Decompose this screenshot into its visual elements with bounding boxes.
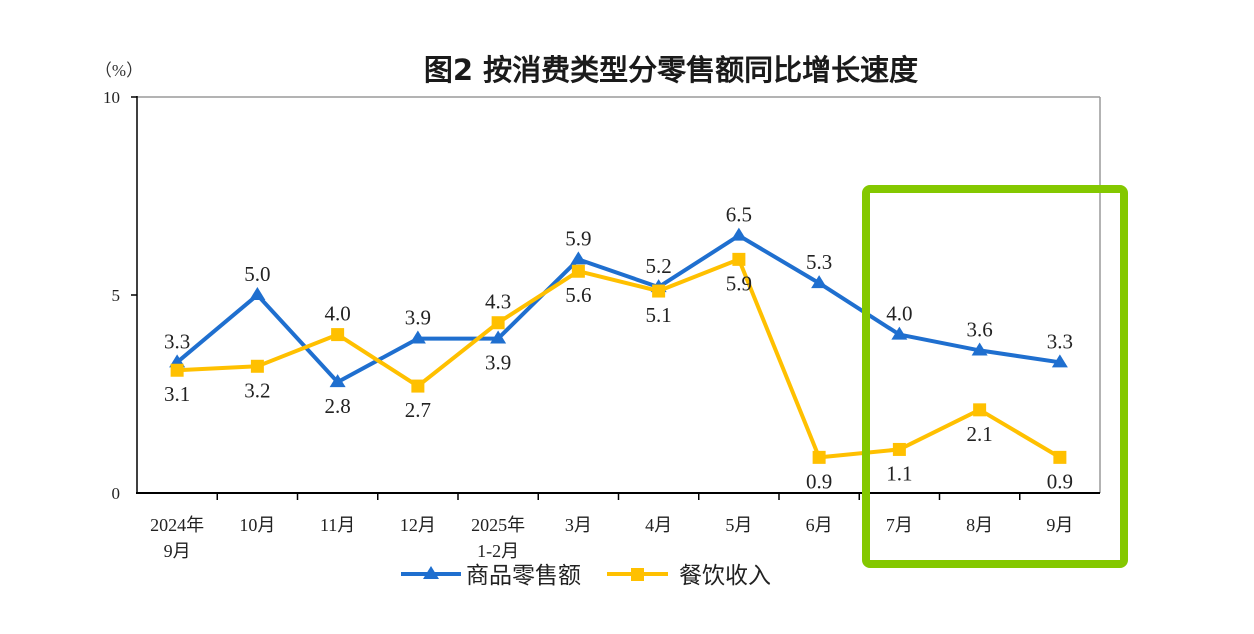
x-axis-ticks bbox=[216, 493, 1021, 500]
x-tick-label: 11月 bbox=[320, 515, 355, 535]
data-label: 3.3 bbox=[164, 329, 190, 353]
data-label: 3.6 bbox=[967, 317, 993, 341]
series-lines bbox=[169, 227, 1068, 464]
data-point-triangle bbox=[329, 374, 346, 388]
plot-frame bbox=[136, 96, 1101, 494]
y-tick-label: 5 bbox=[112, 286, 121, 305]
series-line bbox=[177, 257, 1061, 460]
data-label: 2.1 bbox=[967, 422, 993, 446]
data-point-square bbox=[892, 442, 906, 456]
data-point-square bbox=[732, 252, 746, 266]
y-axis-ticks: 0 5 10 bbox=[103, 88, 137, 503]
x-tick-label: 2025年 1-2月 bbox=[471, 515, 525, 561]
y-tick-label: 10 bbox=[103, 88, 120, 107]
y-axis-unit: （%） bbox=[95, 61, 143, 80]
data-point-triangle bbox=[730, 227, 747, 241]
x-tick-label: 8月 bbox=[966, 515, 993, 535]
x-tick-label: 12月 bbox=[400, 515, 436, 535]
data-label: 5.0 bbox=[244, 262, 270, 286]
data-label: 5.2 bbox=[646, 254, 672, 278]
x-tick-label: 2024年 9月 bbox=[150, 515, 204, 561]
data-point-square bbox=[973, 403, 987, 417]
data-label: 3.1 bbox=[164, 382, 190, 406]
data-point-triangle bbox=[409, 330, 426, 344]
data-label: 3.3 bbox=[1047, 329, 1073, 353]
legend-triangle-icon bbox=[423, 566, 439, 579]
data-point-square bbox=[250, 359, 264, 373]
data-label: 4.0 bbox=[886, 302, 912, 326]
x-tick-label: 4月 bbox=[645, 515, 672, 535]
chart-title: 图2 按消费类型分零售额同比增长速度 bbox=[424, 53, 918, 87]
data-point-square bbox=[331, 328, 345, 342]
series-0 bbox=[169, 227, 1068, 388]
x-tick-label: 5月 bbox=[725, 515, 752, 535]
data-label: 5.9 bbox=[726, 271, 752, 295]
data-label: 1.1 bbox=[886, 461, 912, 485]
data-point-triangle bbox=[1051, 354, 1068, 368]
data-point-square bbox=[411, 379, 425, 393]
x-tick-label: 3月 bbox=[565, 515, 592, 535]
data-point-triangle bbox=[249, 287, 266, 300]
data-label: 3.9 bbox=[485, 351, 511, 375]
legend-item-catering: 餐饮收入 bbox=[607, 563, 771, 589]
data-label: 5.1 bbox=[646, 303, 672, 327]
y-tick-label: 0 bbox=[112, 484, 121, 503]
data-point-triangle bbox=[490, 330, 507, 344]
data-label: 4.0 bbox=[325, 302, 351, 326]
data-label: 5.6 bbox=[565, 283, 591, 307]
legend-item-retail-sales: 商品零售额 bbox=[401, 563, 581, 589]
data-point-triangle bbox=[891, 326, 908, 340]
data-labels: 3.3 3.1 5.0 3.2 2.8 4.0 3.9 2.7 3.9 4.3 5.9 5.6 5.2 5… bbox=[164, 203, 1073, 494]
data-label: 5.3 bbox=[806, 250, 832, 274]
data-point-square bbox=[170, 363, 184, 377]
data-point-square bbox=[491, 316, 505, 330]
data-label: 5.9 bbox=[565, 226, 591, 250]
x-tick-label: 10月 bbox=[239, 515, 275, 535]
series-1 bbox=[170, 252, 1067, 464]
x-tick-label: 6月 bbox=[806, 515, 833, 535]
legend: 商品零售额 餐饮收入 bbox=[401, 563, 771, 589]
data-label: 3.9 bbox=[405, 306, 431, 330]
data-point-square bbox=[1053, 450, 1067, 464]
data-label: 2.8 bbox=[325, 394, 351, 418]
data-label: 2.7 bbox=[405, 398, 431, 422]
legend-label-catering: 餐饮收入 bbox=[679, 563, 771, 589]
data-point-triangle bbox=[570, 251, 587, 265]
series-line bbox=[175, 233, 1061, 385]
data-label: 3.2 bbox=[244, 378, 270, 402]
legend-label-retail-sales: 商品零售额 bbox=[466, 563, 581, 589]
data-label: 4.3 bbox=[485, 290, 511, 314]
highlight-box bbox=[862, 185, 1128, 568]
data-label: 0.9 bbox=[1047, 469, 1073, 493]
data-point-triangle bbox=[971, 342, 988, 356]
data-point-triangle bbox=[811, 275, 828, 289]
data-label: 0.9 bbox=[806, 469, 832, 493]
data-point-square bbox=[652, 284, 666, 298]
x-tick-label: 9月 bbox=[1046, 515, 1073, 535]
data-point-square bbox=[571, 264, 585, 278]
legend-square-icon bbox=[631, 568, 644, 581]
x-axis-labels: 2024年 9月 10月 11月 12月 2025年 1-2月 3月 4月 5月 6月 7月 8月 9月 bbox=[150, 515, 1073, 561]
data-label: 6.5 bbox=[726, 203, 752, 227]
x-tick-label: 7月 bbox=[886, 515, 913, 535]
data-point-square bbox=[812, 450, 826, 464]
